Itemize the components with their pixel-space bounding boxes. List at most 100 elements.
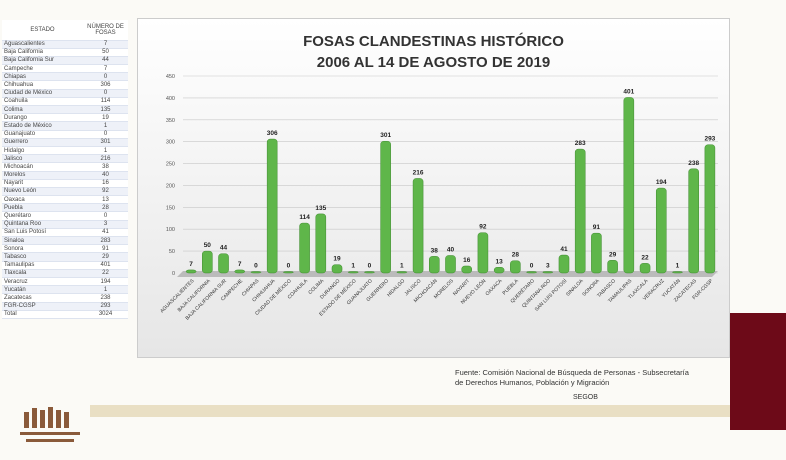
- fosas-cell: 1: [83, 146, 128, 156]
- data-label: 238: [688, 160, 699, 167]
- bar: [591, 232, 602, 274]
- bar: [510, 260, 521, 274]
- bar: [250, 271, 262, 274]
- fosas-cell: 92: [83, 187, 128, 197]
- estado-cell: Michoacán: [2, 162, 83, 172]
- estado-cell: Chihuahua: [2, 80, 83, 90]
- bar: [202, 250, 213, 274]
- fosas-cell: 306: [83, 80, 128, 90]
- table-row: Zacatecas 238: [2, 293, 128, 303]
- estado-cell: Querétaro: [2, 211, 83, 221]
- x-tick-label: OAXACA: [485, 278, 504, 297]
- source-line-2: de Derechos Humanos, Población y Migraci…: [455, 378, 610, 387]
- estado-cell: Campeche: [2, 64, 83, 74]
- bar: [542, 271, 554, 274]
- data-label: 135: [315, 205, 326, 212]
- data-label: 301: [380, 132, 391, 139]
- bar: [185, 269, 197, 274]
- data-label: 306: [267, 130, 278, 137]
- header-numero: NÚMERO DE FOSAS: [83, 20, 128, 41]
- bar: [688, 168, 699, 274]
- fosas-cell: 238: [83, 293, 128, 303]
- y-tick-label: 400: [166, 96, 175, 102]
- estado-cell: Nuevo León: [2, 187, 83, 197]
- x-tick-label: HIDALGO: [386, 278, 406, 298]
- bar: [396, 271, 408, 274]
- bar: [315, 213, 327, 274]
- chart-panel: FOSAS CLANDESTINAS HISTÓRICO 2006 AL 14 D…: [137, 18, 730, 358]
- header-estado: ESTADO: [2, 20, 83, 41]
- estado-cell: Sinaloa: [2, 236, 83, 246]
- bar: [218, 253, 229, 274]
- fosas-cell: 135: [83, 105, 128, 115]
- bar: [639, 263, 651, 274]
- fosas-cell: 1: [83, 121, 128, 131]
- bar: [429, 256, 440, 274]
- table-row: Coahuila 114: [2, 97, 128, 107]
- title-line: FOSAS CLANDESTINAS HISTÓRICO: [303, 33, 564, 50]
- table-row: Oaxaca 13: [2, 195, 128, 205]
- fosas-cell: 19: [83, 113, 128, 123]
- estado-cell: San Luis Potosí: [2, 228, 83, 238]
- data-label: 0: [254, 263, 258, 270]
- bar: [299, 222, 310, 274]
- estado-cell: Baja California Sur: [2, 56, 83, 66]
- fosas-cell: 7: [83, 64, 128, 74]
- data-label: 7: [238, 261, 242, 268]
- data-label: 7: [189, 261, 193, 268]
- y-tick-label: 50: [169, 249, 175, 255]
- bar: [445, 255, 456, 274]
- data-label: 1: [400, 263, 404, 270]
- table-row: Querétaro 0: [2, 211, 128, 221]
- table-row: Nuevo León 92: [2, 187, 128, 197]
- fosas-cell: 301: [83, 138, 128, 147]
- data-label: 114: [299, 214, 310, 221]
- fosas-cell: 114: [83, 97, 128, 107]
- estado-cell: Durango: [2, 113, 83, 123]
- y-tick-label: 150: [166, 205, 175, 211]
- fosas-cell: 28: [83, 203, 128, 213]
- estado-cell: Colima: [2, 105, 83, 115]
- fosas-table: ESTADO NÚMERO DE FOSAS Aguascalientes 7 Baj…: [2, 20, 128, 319]
- estado-cell: Baja California: [2, 48, 83, 57]
- government-logo: [16, 402, 86, 450]
- data-label: 44: [220, 245, 228, 252]
- fosas-cell: 216: [83, 154, 128, 164]
- fosas-cell: 0: [83, 72, 128, 82]
- bar: [493, 267, 505, 274]
- source-note: Fuente: Comisión Nacional de Búsqueda de…: [455, 368, 689, 388]
- table-row: Baja California Sur 44: [2, 56, 128, 66]
- table-row: Tabasco 29: [2, 252, 128, 262]
- table-row: Campeche 7: [2, 64, 128, 74]
- fosas-cell: 50: [83, 48, 128, 57]
- estado-cell: Zacatecas: [2, 293, 83, 303]
- bar: [380, 140, 391, 274]
- fosas-cell: 16: [83, 179, 128, 188]
- bar: [655, 187, 667, 274]
- data-label: 194: [656, 179, 667, 186]
- fosas-cell: 293: [83, 302, 128, 311]
- table-row: Total 3024: [2, 310, 128, 319]
- data-label: 1: [676, 263, 680, 270]
- data-label: 283: [575, 140, 586, 147]
- data-label: 1: [351, 263, 355, 270]
- bar: [412, 178, 424, 274]
- bar: [558, 254, 570, 274]
- y-tick-label: 350: [166, 118, 175, 124]
- estado-cell: Oaxaca: [2, 195, 83, 205]
- table-row: Aguascalientes 7: [2, 40, 128, 49]
- fosas-cell: 41: [83, 228, 128, 238]
- bar: [704, 144, 716, 274]
- estado-cell: Chiapas: [2, 72, 83, 82]
- table-row: Chiapas 0: [2, 72, 128, 82]
- bar-chart: 0501001502002503003504004507AGUASCALIENT…: [159, 74, 718, 322]
- bar: [672, 271, 683, 274]
- table-row: Guerrero 301: [2, 138, 128, 147]
- bar: [526, 271, 537, 274]
- estado-cell: Yucatán: [2, 285, 83, 295]
- table-row: Michoacán 38: [2, 162, 128, 172]
- data-label: 216: [413, 169, 424, 176]
- bar: [477, 232, 489, 274]
- bar: [623, 97, 635, 274]
- data-label: 16: [463, 257, 471, 264]
